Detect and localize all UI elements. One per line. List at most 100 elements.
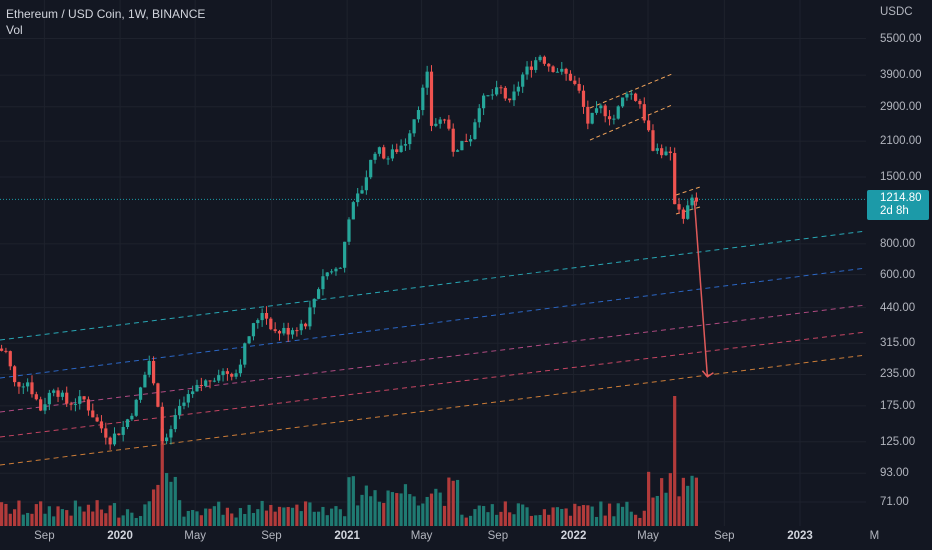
volume-bar — [686, 485, 690, 526]
time-tick-label: Sep — [487, 530, 509, 542]
candle-body — [573, 80, 577, 84]
candle-body — [99, 421, 104, 429]
volume-bar — [468, 515, 473, 526]
volume-bar — [295, 504, 299, 526]
volume-bar — [299, 511, 303, 526]
volume-bar — [104, 513, 108, 526]
candle-body — [694, 197, 698, 202]
volume-bar — [169, 481, 173, 526]
price-axis[interactable]: USDC 1214.80 2d 8h 5500.00 3900.00 2900.00… — [866, 0, 932, 526]
volume-bar — [577, 506, 581, 526]
candle-body — [65, 392, 69, 404]
candle-body — [607, 116, 612, 120]
candle-body — [138, 387, 143, 400]
volume-bar — [47, 506, 51, 526]
volume-bar — [186, 510, 190, 526]
volume-bar — [321, 506, 325, 526]
candle-body — [212, 380, 216, 382]
volume-bar — [60, 509, 64, 526]
price-tick-label: 1500.00 — [880, 170, 922, 183]
candle-body — [86, 399, 91, 411]
price-chart[interactable] — [0, 0, 866, 526]
candle-body — [39, 399, 43, 411]
candle-body — [508, 98, 512, 101]
candle-body — [247, 336, 251, 344]
volume-bar — [464, 517, 468, 526]
candle-body — [690, 197, 694, 206]
volume-bar — [230, 513, 234, 526]
volume-bar — [178, 500, 182, 526]
volume-bar — [542, 509, 547, 526]
candle-body — [547, 63, 551, 67]
candle-body — [477, 108, 481, 123]
volume-bar — [451, 480, 455, 526]
last-price-value: 1214.80 — [880, 192, 922, 205]
volume-bar — [165, 473, 169, 526]
volume-bar — [121, 515, 125, 526]
candle-body — [351, 202, 355, 220]
volume-bar — [269, 504, 273, 526]
candle-body — [334, 268, 338, 272]
candle-body — [147, 360, 151, 375]
volume-bar — [673, 396, 677, 526]
candle-body — [495, 87, 499, 95]
price-tick-label: 175.00 — [880, 399, 916, 412]
volume-bar — [82, 511, 86, 526]
candle-body — [173, 415, 177, 430]
volume-bar — [143, 504, 147, 526]
candle-body — [564, 68, 568, 74]
candle-body — [178, 405, 182, 416]
volume-bar — [377, 501, 381, 526]
volume-bar — [473, 509, 477, 526]
candle-body — [238, 364, 243, 374]
candle-body — [577, 83, 581, 91]
candle-body — [390, 149, 395, 159]
candle-body — [0, 348, 4, 351]
volume-bar — [455, 479, 460, 526]
symbol-title[interactable]: Ethereum / USD Coin, 1W, BINANCE — [6, 7, 206, 21]
time-axis[interactable]: Sep 2020 May Sep 2021 May Sep 2022 May Sep 2023 M — [0, 526, 932, 550]
candle-body — [17, 382, 21, 387]
volume-bar — [538, 515, 542, 526]
price-tick-label: 800.00 — [880, 237, 916, 250]
candle-body — [47, 392, 51, 405]
volume-bar — [99, 509, 104, 526]
candle-body — [256, 320, 260, 324]
candle-body — [490, 94, 494, 96]
currency-label[interactable]: USDC — [880, 6, 913, 18]
candle-body — [538, 56, 542, 61]
candle-body — [217, 375, 221, 381]
candle-body — [369, 159, 373, 178]
candle-body — [395, 149, 399, 152]
volume-bar — [516, 503, 520, 526]
volume-bar — [499, 511, 503, 526]
price-tick-label: 2100.00 — [880, 135, 922, 148]
volume-bar — [69, 515, 73, 526]
candle-body — [8, 351, 12, 367]
candle-body — [373, 153, 377, 160]
candle-body — [551, 66, 555, 72]
candle-body — [473, 122, 477, 140]
volume-bar — [594, 516, 599, 526]
volume-indicator-label[interactable]: Vol — [6, 23, 23, 37]
volume-bar — [495, 514, 499, 526]
candle-body — [416, 110, 421, 120]
volume-bar — [477, 505, 481, 526]
candle-body — [660, 148, 664, 156]
volume-bar — [581, 505, 586, 526]
candle-body — [677, 204, 681, 210]
volume-bar — [360, 494, 364, 526]
volume-bar — [551, 507, 555, 526]
candle-body — [230, 373, 234, 377]
candle-body — [316, 289, 321, 299]
volume-bar — [508, 512, 512, 526]
candle-body — [208, 380, 212, 382]
volume-bar — [529, 515, 533, 526]
candle-body — [586, 106, 590, 124]
time-tick-label: M — [869, 530, 880, 542]
log-trendlines — [0, 230, 866, 466]
candle-body — [199, 385, 203, 387]
candle-body — [529, 66, 533, 70]
volume-bar — [277, 506, 282, 526]
volume-bar — [382, 502, 386, 526]
